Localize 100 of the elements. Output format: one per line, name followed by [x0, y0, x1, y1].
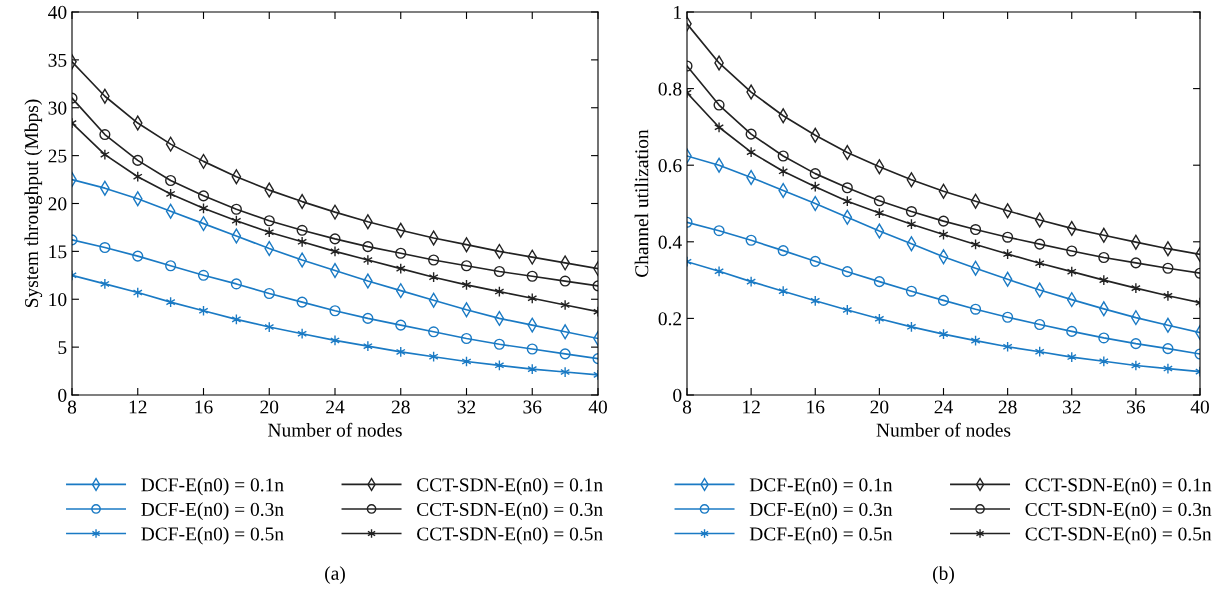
point [1098, 274, 1109, 286]
x-tick-label: 24 [934, 400, 953, 414]
x-tick-label: 32 [457, 400, 476, 414]
point [198, 305, 209, 317]
point [330, 334, 340, 346]
legend-label: CCT-SDN-E(n0) = 0.3n [1025, 502, 1212, 520]
point [330, 245, 340, 257]
x-tick-label: 28 [391, 400, 410, 414]
point [1002, 341, 1013, 353]
point [873, 276, 885, 288]
y-tick-label: 0.2 [658, 312, 682, 326]
point [1002, 248, 1013, 260]
point [132, 154, 144, 166]
point [938, 328, 949, 340]
point [428, 254, 440, 266]
point [493, 265, 505, 278]
point [970, 223, 982, 236]
point [1034, 346, 1045, 358]
x-tick-label: 20 [870, 400, 889, 414]
legend-label: CCT-SDN-E(n0) = 0.1n [417, 477, 603, 496]
point [428, 271, 439, 283]
x-tick-label: 24 [326, 400, 345, 414]
x-axis-title: Number of nodes [876, 422, 1011, 437]
point [809, 255, 821, 267]
point [230, 278, 242, 290]
point [527, 363, 538, 375]
point [970, 238, 981, 251]
point [873, 195, 885, 207]
point [906, 218, 917, 230]
text: (a) [325, 566, 345, 584]
legend-label: DCF-E(n0) = 0.1n [749, 477, 893, 496]
point [198, 202, 209, 214]
point [714, 121, 724, 133]
point [746, 276, 757, 288]
legend-label: DCF-E(n0) = 0.5n [141, 526, 284, 545]
point [264, 321, 275, 333]
point [1162, 343, 1174, 355]
point [1163, 363, 1173, 375]
point [297, 328, 308, 340]
y-tick-label: 0 [673, 388, 682, 402]
point [1034, 238, 1046, 250]
point [809, 168, 821, 180]
y-tick-label: 0.8 [658, 82, 682, 96]
point [99, 278, 110, 290]
point [841, 182, 853, 194]
point [745, 234, 757, 246]
x-tick-label: 16 [195, 400, 213, 414]
point [778, 285, 789, 297]
point [746, 146, 757, 158]
point [362, 312, 374, 324]
x-tick-label: 20 [260, 400, 279, 414]
point [713, 225, 725, 237]
point [395, 319, 407, 331]
legend-label: CCT-SDN-E(n0) = 0.3n [417, 502, 603, 520]
point [165, 296, 176, 308]
x-tick-label: 36 [1127, 400, 1146, 414]
legend-label: DCF-E(n0) = 0.3n [141, 502, 284, 520]
point [1130, 338, 1142, 350]
point [970, 335, 981, 347]
point [1066, 325, 1078, 337]
point [165, 174, 177, 187]
x-tick-label: 12 [743, 400, 760, 414]
point [230, 203, 242, 215]
x-tick-label: 28 [998, 400, 1017, 414]
point [1130, 282, 1141, 294]
legend-label: DCF-E(n0) = 0.1n [141, 477, 284, 496]
point [460, 332, 473, 345]
y-tick-label: 40 [48, 5, 67, 19]
y-axis-title: System throughput (Mbps) [24, 99, 43, 307]
point [905, 205, 917, 218]
y-axis-title: Channel utilization [634, 129, 649, 277]
point [461, 279, 472, 291]
legend-label: CCT-SDN-E(n0) = 0.5n [1025, 526, 1212, 545]
point [937, 294, 950, 306]
point [526, 343, 538, 355]
point [810, 181, 821, 193]
y-tick-label: 1 [674, 5, 681, 19]
point [263, 287, 275, 300]
point [395, 263, 406, 275]
point [1066, 245, 1078, 257]
point [362, 241, 374, 253]
x-tick-label: 40 [588, 400, 607, 414]
point [263, 215, 275, 227]
point [1034, 257, 1045, 269]
point [362, 254, 373, 266]
x-axis-title: Number of nodes [268, 422, 402, 437]
x-tick-label: 16 [807, 400, 825, 414]
point [99, 129, 111, 141]
point [296, 224, 308, 236]
point [874, 313, 885, 325]
point [970, 303, 982, 315]
x-tick-label: 40 [1190, 400, 1209, 414]
point [494, 286, 505, 298]
point [461, 355, 472, 368]
point [99, 241, 111, 254]
point [428, 351, 439, 363]
point [329, 233, 341, 245]
y-tick-label: 10 [49, 293, 67, 307]
point [842, 304, 853, 316]
point [938, 228, 949, 241]
